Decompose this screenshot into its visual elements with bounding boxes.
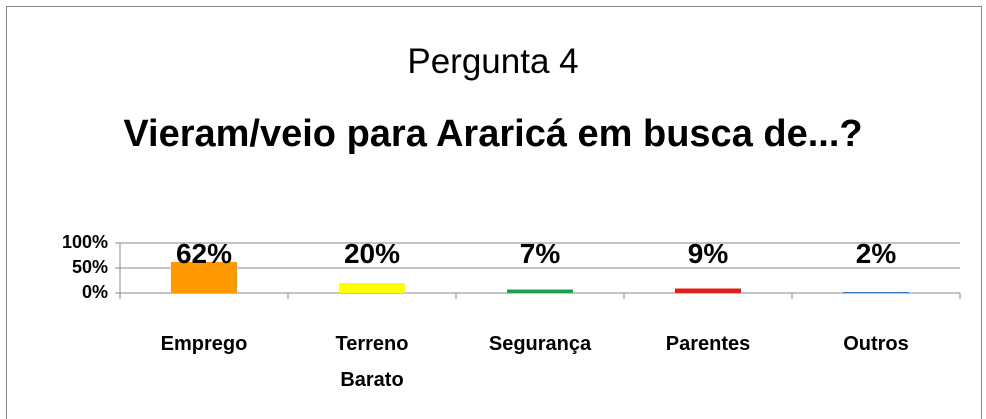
data-label: 9% <box>687 238 729 269</box>
x-tick-label: Terreno Barato <box>335 333 409 391</box>
bar <box>171 262 237 293</box>
chart-title: Pergunta 4 <box>407 42 579 81</box>
y-tick-label: 100% <box>61 232 108 252</box>
chart-subtitle: Vieram/veio para Araricá em busca de...? <box>123 113 863 155</box>
chart-border <box>6 6 982 419</box>
data-label: 2% <box>855 238 897 269</box>
y-tick-label: 50% <box>71 257 108 277</box>
x-tick-label: Parentes <box>665 333 751 355</box>
y-tick-label: 0% <box>81 282 108 302</box>
data-label: 62% <box>175 238 233 269</box>
bar <box>339 283 405 293</box>
data-label: 7% <box>519 238 561 269</box>
bar <box>507 289 573 293</box>
x-tick-label: Segurança <box>488 333 592 355</box>
x-tick-label: Outros <box>843 333 909 355</box>
data-label: 20% <box>343 238 401 269</box>
bar <box>843 292 909 293</box>
bar <box>675 288 741 293</box>
x-tick-label: Emprego <box>160 333 248 355</box>
